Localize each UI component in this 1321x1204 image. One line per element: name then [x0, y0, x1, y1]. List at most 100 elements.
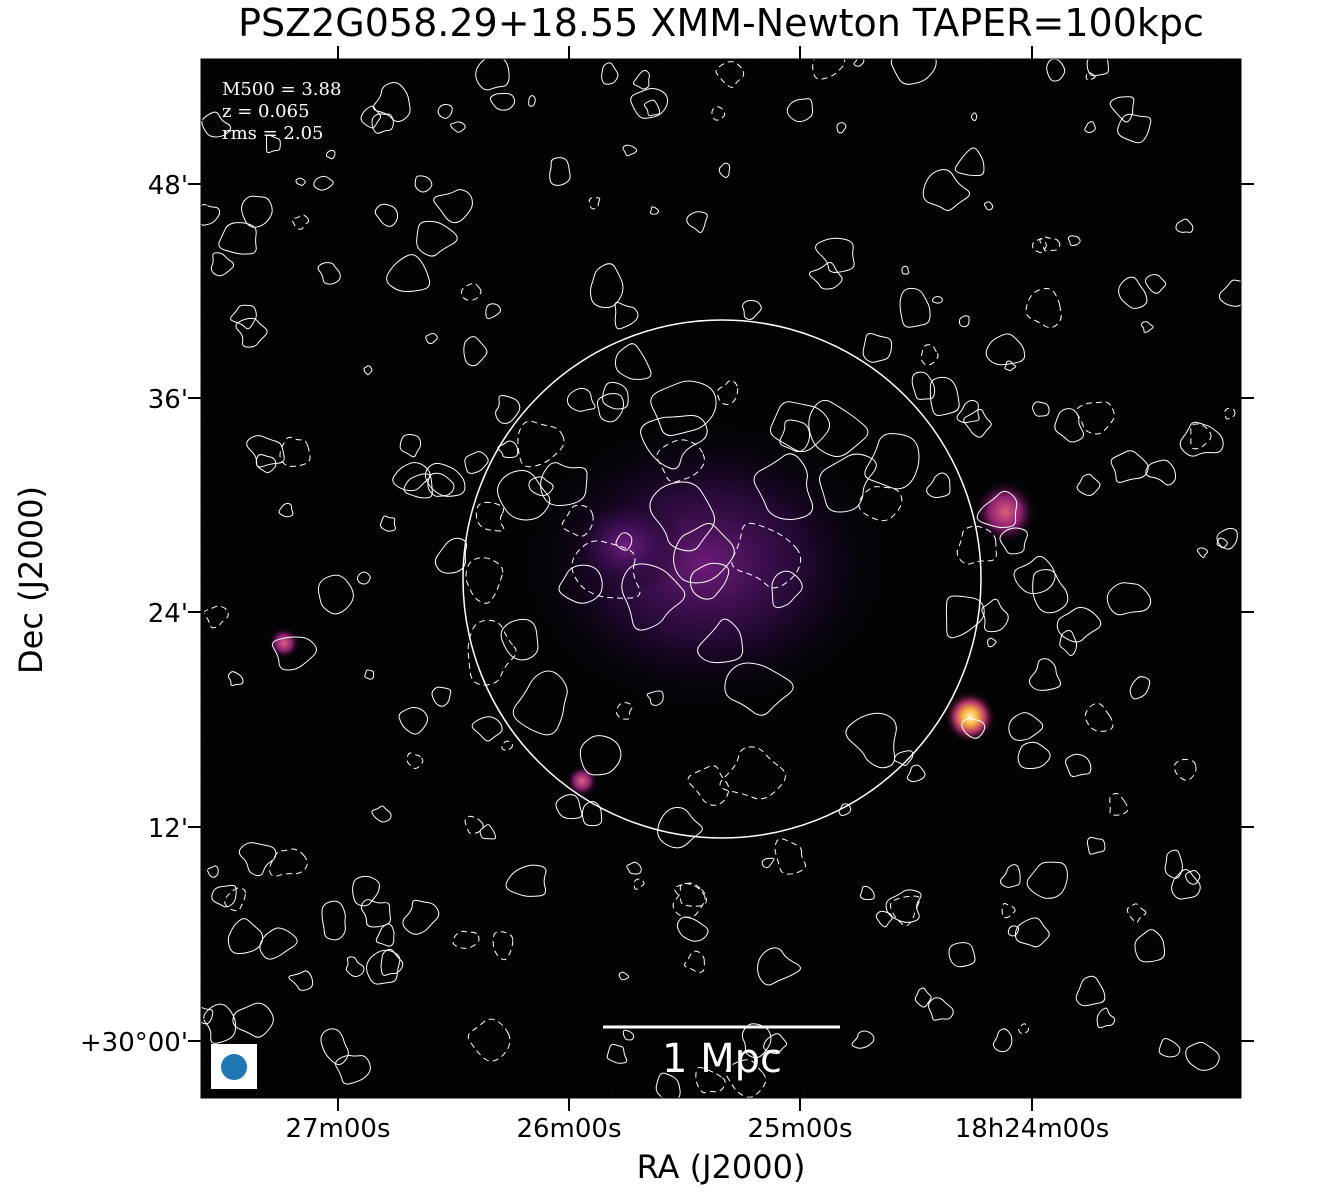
contour [471, 716, 503, 742]
contour [288, 970, 314, 991]
contour [851, 1030, 875, 1049]
contour [686, 211, 708, 234]
contour [467, 1018, 511, 1062]
contour [540, 462, 588, 507]
contour [1018, 1023, 1030, 1035]
contour [987, 637, 997, 648]
contour [621, 563, 686, 631]
contour [1129, 676, 1151, 700]
contour [279, 436, 311, 467]
contour [674, 882, 707, 907]
contour [742, 300, 762, 320]
contour [999, 527, 1028, 555]
y-tick-labels: 48' 36' 24' 12' +30°00' [80, 171, 188, 1058]
contour [291, 214, 310, 230]
contour [1001, 902, 1016, 919]
y-tick-label: +30°00' [80, 1028, 188, 1058]
y-axis-label: Dec (J2000) [12, 486, 50, 674]
contour [633, 878, 645, 890]
contour [774, 838, 806, 875]
contour [1106, 582, 1152, 616]
contour [981, 598, 1009, 633]
contour [724, 662, 794, 716]
contour [581, 800, 603, 827]
contour [601, 62, 619, 85]
contour [596, 393, 625, 423]
contour [452, 930, 480, 949]
contour [1039, 236, 1061, 252]
contour [858, 486, 903, 522]
contour [976, 490, 1018, 529]
contour [203, 1003, 237, 1044]
contour [715, 61, 745, 88]
contour [632, 69, 650, 90]
contour [1216, 537, 1228, 549]
contour [475, 501, 505, 532]
contour [433, 189, 473, 224]
contour [731, 522, 802, 589]
contour [673, 522, 735, 584]
contour [278, 503, 294, 518]
contour [657, 806, 703, 849]
contour [1140, 321, 1154, 333]
contour [961, 718, 986, 739]
y-tick-label: 12' [148, 814, 188, 844]
contour [1059, 630, 1078, 657]
contour [614, 343, 652, 380]
contour [363, 365, 373, 376]
contour [505, 864, 547, 897]
y-tick-label: 48' [148, 171, 188, 201]
contour [269, 848, 308, 877]
point-source [268, 627, 300, 659]
contour [528, 95, 536, 107]
x-tick-label: 26m00s [516, 1114, 621, 1144]
contour [771, 570, 803, 609]
contour [630, 88, 668, 119]
contour [812, 59, 846, 80]
contour [815, 237, 855, 273]
contour [479, 824, 497, 840]
contour [845, 712, 897, 769]
contour [1134, 929, 1166, 963]
contour [1054, 408, 1085, 443]
r500-circle [462, 319, 982, 839]
contour [1117, 113, 1152, 144]
contour [763, 1033, 788, 1055]
contour [1076, 401, 1115, 435]
contour [649, 481, 716, 552]
contour [414, 175, 433, 193]
contour [622, 144, 638, 157]
contour [1175, 218, 1194, 233]
contour [718, 162, 731, 178]
contour [1196, 547, 1209, 559]
contour [819, 453, 877, 513]
contour [901, 265, 910, 275]
y-tick-label: 24' [148, 599, 188, 629]
x-tick-labels: 27m00s 26m00s 25m00s 18h24m00s [285, 1114, 1109, 1144]
contour [646, 690, 664, 706]
contour [983, 201, 994, 211]
contour [911, 371, 936, 400]
contour [356, 571, 371, 585]
contour [320, 1028, 349, 1066]
contour [224, 887, 246, 912]
contour [672, 883, 706, 918]
contour [893, 750, 914, 766]
contour [1096, 1007, 1116, 1029]
contour [602, 381, 629, 410]
contour [500, 618, 539, 661]
contour [1109, 793, 1129, 816]
contour [1014, 917, 1050, 948]
point-source [944, 691, 996, 743]
contour [1076, 473, 1101, 496]
contour [711, 106, 726, 121]
contour [424, 462, 466, 497]
contour [403, 473, 433, 499]
contour [512, 670, 568, 736]
contour [1028, 658, 1062, 691]
contour [622, 1029, 635, 1041]
contour [589, 263, 624, 309]
contour [899, 287, 931, 328]
contour [372, 82, 411, 123]
